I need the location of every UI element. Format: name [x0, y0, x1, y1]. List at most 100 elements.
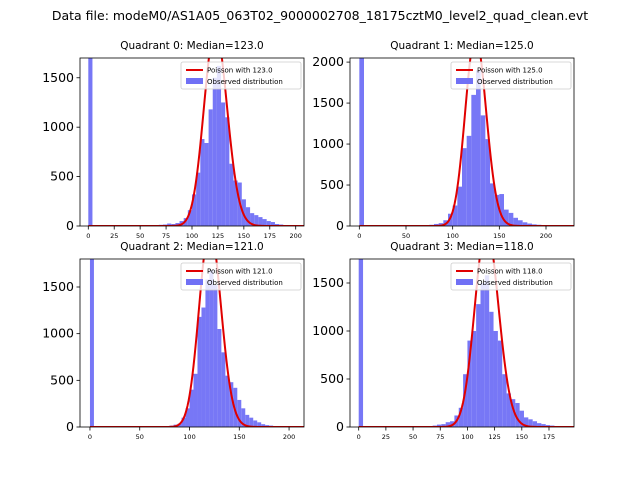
- x-tick-label: 0: [357, 433, 361, 441]
- histogram-bar: [466, 135, 472, 226]
- histogram-bar: [471, 94, 476, 226]
- legend-poisson-label: Poisson with 118.0: [477, 268, 543, 276]
- histogram-bar: [229, 382, 234, 427]
- panel-title: Quadrant 3: Median=118.0: [390, 241, 533, 253]
- histogram-bar: [192, 194, 197, 226]
- histogram-bar: [262, 219, 267, 226]
- histogram-bar: [270, 222, 275, 226]
- y-tick-label: 1500: [42, 70, 74, 85]
- legend: Poisson with 118.0 Observed distribution: [450, 262, 572, 291]
- histogram-bar: [518, 220, 523, 226]
- y-tick-label: 500: [50, 169, 74, 184]
- axes-frame: [79, 258, 305, 428]
- poisson-curve: [89, 259, 304, 427]
- histogram-bar: [476, 304, 481, 427]
- legend-observed-label: Observed distribution: [207, 78, 283, 86]
- legend-box: [180, 262, 302, 291]
- histogram-bar: [452, 205, 458, 226]
- x-tick-label: 125: [212, 232, 224, 240]
- histogram-bar: [205, 279, 210, 427]
- y-tick-label: 1500: [312, 95, 344, 110]
- legend-observed-swatch: [186, 279, 203, 285]
- histogram-bar: [254, 215, 259, 226]
- legend-observed-label: Observed distribution: [207, 279, 283, 287]
- histogram-bar: [253, 420, 258, 427]
- legend-observed-swatch: [186, 78, 203, 84]
- x-tick-label: 0: [86, 232, 90, 240]
- histogram-bar: [245, 207, 251, 226]
- y-tick-label: 0: [66, 218, 74, 233]
- legend: Poisson with 121.0 Observed distribution: [180, 262, 302, 291]
- histogram-bar: [249, 417, 254, 427]
- legend-box: [180, 61, 302, 90]
- legend-box: [450, 262, 572, 291]
- histogram-bar: [541, 424, 546, 427]
- x-tick-label: 50: [409, 433, 417, 441]
- histogram-bar: [490, 183, 495, 226]
- histogram-bar: [436, 424, 442, 427]
- histogram-bar: [359, 58, 364, 226]
- x-tick-label: 200: [289, 232, 301, 240]
- x-tick-label: 0: [357, 232, 361, 240]
- histogram-bar: [257, 422, 262, 427]
- y-tick-label: 0: [336, 218, 344, 233]
- histogram-bar: [266, 221, 271, 226]
- histogram-bar: [471, 331, 477, 427]
- histogram-bar: [504, 209, 509, 226]
- histogram-bar: [209, 270, 214, 427]
- histogram-bar: [261, 424, 266, 427]
- histogram-bar: [225, 117, 230, 226]
- x-tick-label: 50: [402, 232, 410, 240]
- histogram-bar: [250, 213, 255, 226]
- legend-poisson-label: Poisson with 123.0: [207, 67, 273, 75]
- y-tick-label: 500: [320, 371, 344, 386]
- legend: Poisson with 123.0 Observed distribution: [180, 61, 302, 90]
- histogram-bar: [458, 407, 464, 427]
- y-tick-label: 1000: [42, 119, 74, 134]
- legend-observed-swatch: [456, 279, 473, 285]
- histogram-bar: [233, 180, 238, 226]
- histogram-bar: [212, 77, 217, 226]
- y-tick-label: 1500: [312, 275, 344, 290]
- y-tick-label: 1000: [312, 136, 344, 151]
- x-tick-label: 25: [382, 433, 390, 441]
- x-tick-label: 150: [493, 232, 505, 240]
- x-tick-label: 50: [136, 433, 144, 441]
- x-tick-label: 75: [162, 232, 170, 240]
- histogram-bar: [217, 329, 222, 427]
- histogram-bar: [489, 311, 494, 427]
- histogram-bar: [193, 373, 198, 427]
- histogram-bar: [258, 217, 263, 226]
- axes-frame: [349, 57, 575, 227]
- plot-area: [89, 259, 304, 427]
- chart-panel-0: 0 25 50 75 100 125 150 175 200 0 500 1000 1500 Quadra…: [42, 40, 305, 240]
- histogram-bar: [221, 352, 226, 427]
- histogram-bar: [229, 163, 234, 226]
- y-tick-label: 2000: [312, 54, 344, 69]
- y-tick-label: 0: [66, 419, 74, 434]
- histogram-bar: [241, 408, 246, 427]
- x-tick-label: 100: [186, 232, 198, 240]
- histogram-bar: [167, 223, 172, 226]
- y-tick-label: 1000: [42, 326, 74, 341]
- histogram-bar: [187, 210, 192, 226]
- y-tick-label: 500: [50, 372, 74, 387]
- histogram-bar: [88, 58, 93, 226]
- y-tick-label: 1500: [42, 279, 74, 294]
- panel-title: Quadrant 0: Median=123.0: [120, 40, 263, 52]
- x-tick-label: 75: [436, 433, 444, 441]
- histogram-bar: [513, 217, 518, 226]
- histogram-bar: [196, 172, 201, 226]
- x-tick-label: 50: [136, 232, 144, 240]
- legend-box: [450, 61, 572, 90]
- histogram-bar: [467, 340, 472, 427]
- histogram-bar: [197, 316, 202, 427]
- histogram-bar: [216, 65, 222, 226]
- histogram-bar: [208, 109, 213, 226]
- legend-observed-swatch: [456, 78, 473, 84]
- histogram-bar: [480, 283, 485, 427]
- histogram-bar: [213, 285, 218, 427]
- x-tick-label: 175: [543, 433, 555, 441]
- legend-observed-label: Observed distribution: [477, 279, 553, 287]
